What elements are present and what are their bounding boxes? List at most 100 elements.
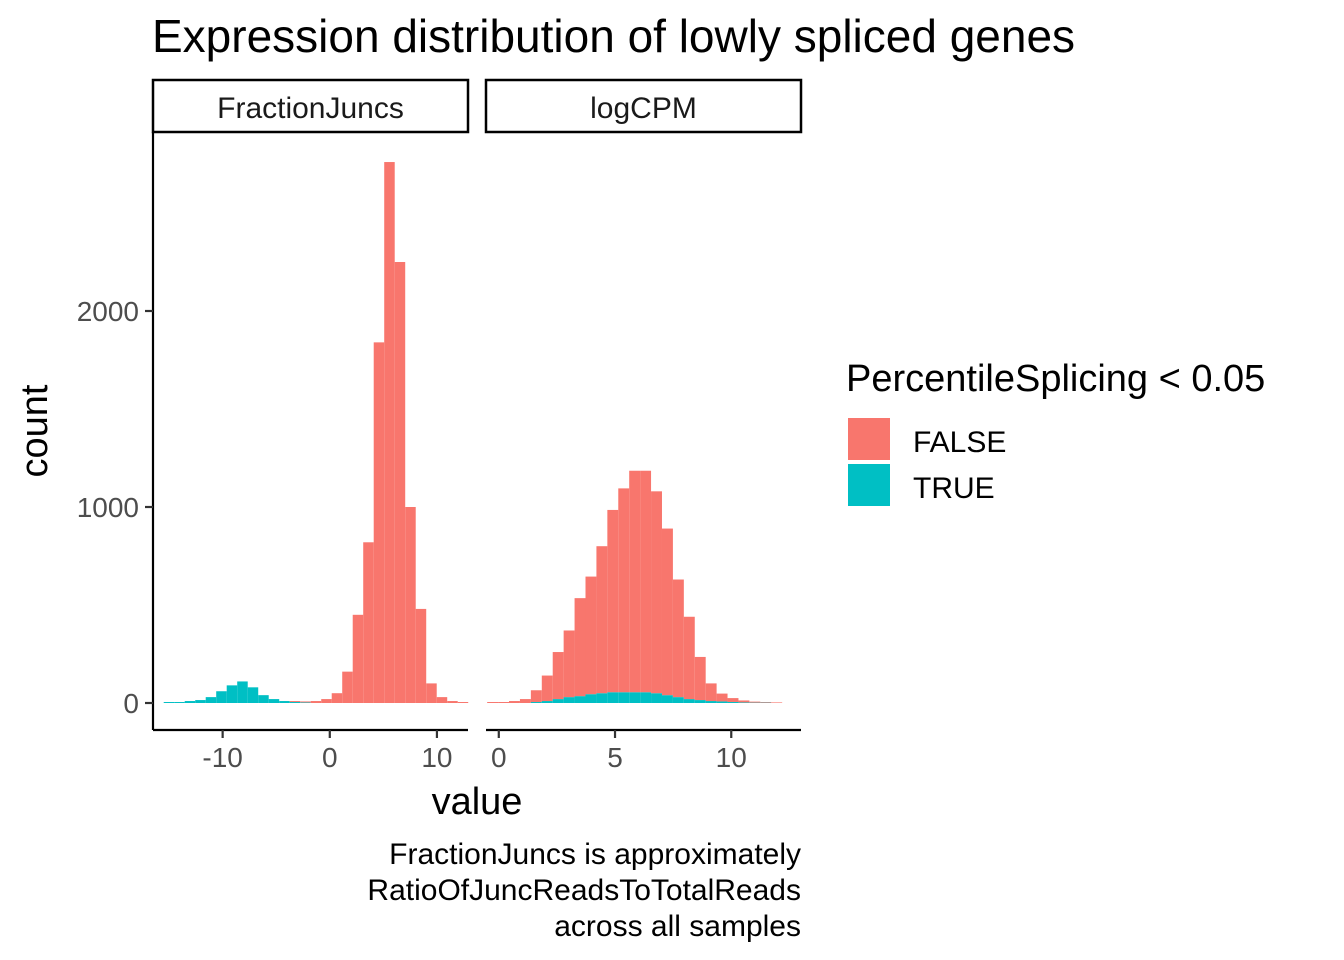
bar-true-fractionjuncs-5 (216, 691, 227, 703)
bar-true-fractionjuncs-13 (300, 702, 311, 703)
x-tick-label-logcpm-0: 0 (491, 742, 507, 773)
bar-true-logcpm-21 (716, 701, 728, 703)
y-tick-label-2000: 2000 (77, 296, 139, 327)
bar-true-logcpm-15 (651, 693, 662, 703)
bar-false-logcpm-16 (661, 528, 673, 696)
bar-false-logcpm-2 (509, 701, 520, 703)
caption-line-1: FractionJuncs is approximately (389, 838, 801, 871)
bar-false-logcpm-22 (727, 698, 739, 703)
y-axis-ticks: 0 1000 2000 (77, 296, 153, 719)
bar-false-fractionjuncs-24 (415, 608, 427, 703)
bar-false-logcpm-0 (487, 702, 499, 703)
strip-label-fractionjuncs: FractionJuncs (217, 92, 404, 125)
panel-logcpm-bars (487, 470, 783, 703)
bar-true-logcpm-14 (640, 692, 652, 703)
bar-true-logcpm-22 (727, 702, 739, 703)
bar-false-fractionjuncs-28 (457, 702, 469, 703)
x-tick-label-fractionjuncs-0: 0 (322, 742, 338, 773)
panel-fractionjuncs-bars (163, 162, 469, 704)
bar-true-fractionjuncs-1 (174, 702, 185, 703)
bar-true-logcpm-10 (596, 693, 608, 703)
y-tick-label-1000: 1000 (77, 492, 139, 523)
bar-true-logcpm-19 (694, 700, 706, 703)
bar-false-logcpm-21 (716, 693, 728, 702)
bar-true-fractionjuncs-7 (237, 681, 248, 703)
y-tick-label-0: 0 (123, 688, 139, 719)
x-tick-label-logcpm-10: 10 (716, 742, 747, 773)
bar-false-logcpm-17 (672, 579, 684, 698)
bar-true-logcpm-9 (585, 694, 597, 703)
bar-true-fractionjuncs-6 (226, 685, 238, 703)
bar-false-logcpm-10 (596, 546, 608, 694)
bar-true-logcpm-23 (738, 702, 750, 703)
y-axis-title: count (14, 384, 56, 477)
bar-true-fractionjuncs-4 (205, 697, 217, 703)
bar-false-logcpm-12 (618, 488, 630, 693)
x-axis-ticks-fractionjuncs: -10 0 10 (202, 730, 453, 773)
bar-false-fractionjuncs-20 (373, 342, 385, 703)
chart-title: Expression distribution of lowly spliced… (152, 10, 1075, 62)
bar-false-fractionjuncs-26 (436, 697, 448, 703)
bar-false-logcpm-23 (738, 700, 750, 703)
bar-false-fractionjuncs-13 (300, 701, 311, 703)
bar-false-fractionjuncs-14 (310, 701, 322, 703)
bar-false-fractionjuncs-19 (363, 542, 374, 703)
bar-false-logcpm-13 (629, 470, 641, 693)
bar-false-logcpm-3 (519, 699, 531, 703)
bar-false-logcpm-26 (771, 702, 783, 703)
x-tick-label-fractionjuncs-10: 10 (421, 742, 452, 773)
bar-false-fractionjuncs-23 (405, 507, 416, 703)
bar-true-logcpm-12 (618, 692, 630, 703)
bar-false-logcpm-7 (563, 630, 575, 698)
bar-false-fractionjuncs-18 (352, 614, 364, 703)
bar-false-logcpm-6 (552, 652, 564, 700)
strip-label-logcpm: logCPM (590, 92, 697, 125)
bar-false-logcpm-11 (607, 509, 619, 693)
bar-false-fractionjuncs-22 (394, 262, 406, 703)
bar-true-logcpm-6 (552, 699, 564, 703)
bar-false-logcpm-24 (749, 701, 761, 703)
bar-true-fractionjuncs-9 (258, 695, 269, 703)
bar-false-fractionjuncs-27 (447, 701, 458, 703)
bar-false-logcpm-5 (541, 675, 553, 702)
bar-true-logcpm-5 (541, 701, 553, 703)
x-tick-label-fractionjuncs--10: -10 (202, 742, 242, 773)
strip-box-logcpm (484, 78, 803, 134)
x-axis-ticks-logcpm: 0 5 10 (491, 730, 747, 773)
x-tick-label-logcpm-5: 5 (607, 742, 623, 773)
bar-true-fractionjuncs-8 (247, 687, 259, 703)
caption-line-3: across all samples (554, 910, 801, 943)
bar-false-logcpm-25 (760, 702, 772, 703)
bar-true-logcpm-8 (574, 696, 586, 703)
bar-false-logcpm-4 (530, 690, 542, 703)
bar-true-fractionjuncs-3 (195, 700, 206, 703)
bar-false-logcpm-18 (683, 616, 695, 700)
bar-false-fractionjuncs-12 (289, 701, 301, 703)
bar-false-logcpm-14 (640, 470, 652, 693)
bar-true-logcpm-18 (683, 699, 695, 703)
legend-title: PercentileSplicing < 0.05 (846, 358, 1265, 400)
bar-true-logcpm-4 (530, 702, 542, 703)
legend-swatch-true (848, 464, 890, 506)
bar-false-logcpm-1 (498, 702, 510, 703)
bar-true-fractionjuncs-0 (163, 702, 175, 703)
bar-true-logcpm-17 (672, 697, 684, 703)
bar-true-fractionjuncs-10 (268, 699, 280, 703)
bar-true-fractionjuncs-2 (184, 701, 196, 703)
bar-false-logcpm-19 (694, 656, 706, 701)
bar-true-fractionjuncs-11 (279, 701, 290, 703)
bar-true-fractionjuncs-12 (289, 702, 301, 703)
legend-label-true: TRUE (913, 472, 995, 505)
bar-true-logcpm-20 (705, 701, 717, 703)
bar-false-fractionjuncs-16 (331, 693, 343, 703)
bar-true-logcpm-11 (607, 692, 619, 703)
bar-false-logcpm-8 (574, 598, 586, 697)
bar-false-fractionjuncs-17 (342, 671, 353, 703)
bar-false-fractionjuncs-15 (321, 699, 332, 703)
bar-false-fractionjuncs-25 (426, 683, 437, 703)
bar-false-logcpm-9 (585, 576, 597, 695)
bar-true-logcpm-16 (661, 695, 673, 703)
legend-label-false: FALSE (913, 426, 1006, 459)
strip-box-fractionjuncs (151, 78, 470, 134)
